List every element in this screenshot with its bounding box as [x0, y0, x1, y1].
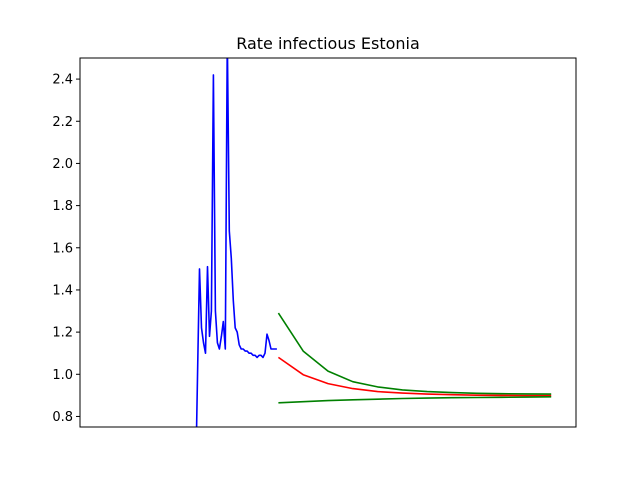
y-tick-label: 2.4 — [52, 73, 73, 88]
y-tick-label: 1.2 — [52, 326, 73, 341]
y-axis-ticks: 0.8 1.0 1.2 1.4 1.6 1.8 2.0 2.2 2.4 — [52, 73, 80, 425]
chart-title: Rate infectious Estonia — [236, 34, 420, 53]
y-tick-label: 1.0 — [52, 368, 73, 383]
y-tick-label: 1.4 — [52, 283, 73, 298]
series-line-2 — [277, 356, 552, 397]
y-tick-label: 1.8 — [52, 199, 73, 214]
series-layer — [195, 58, 552, 427]
y-tick-label: 0.8 — [52, 410, 73, 425]
series-line-1 — [195, 58, 277, 427]
y-tick-label: 2.2 — [52, 115, 73, 130]
plot-frame — [79, 57, 577, 428]
series-line-3 — [277, 312, 552, 395]
y-tick-label: 2.0 — [52, 157, 73, 172]
y-tick-label: 1.6 — [52, 241, 73, 256]
series-line-4 — [278, 396, 552, 404]
